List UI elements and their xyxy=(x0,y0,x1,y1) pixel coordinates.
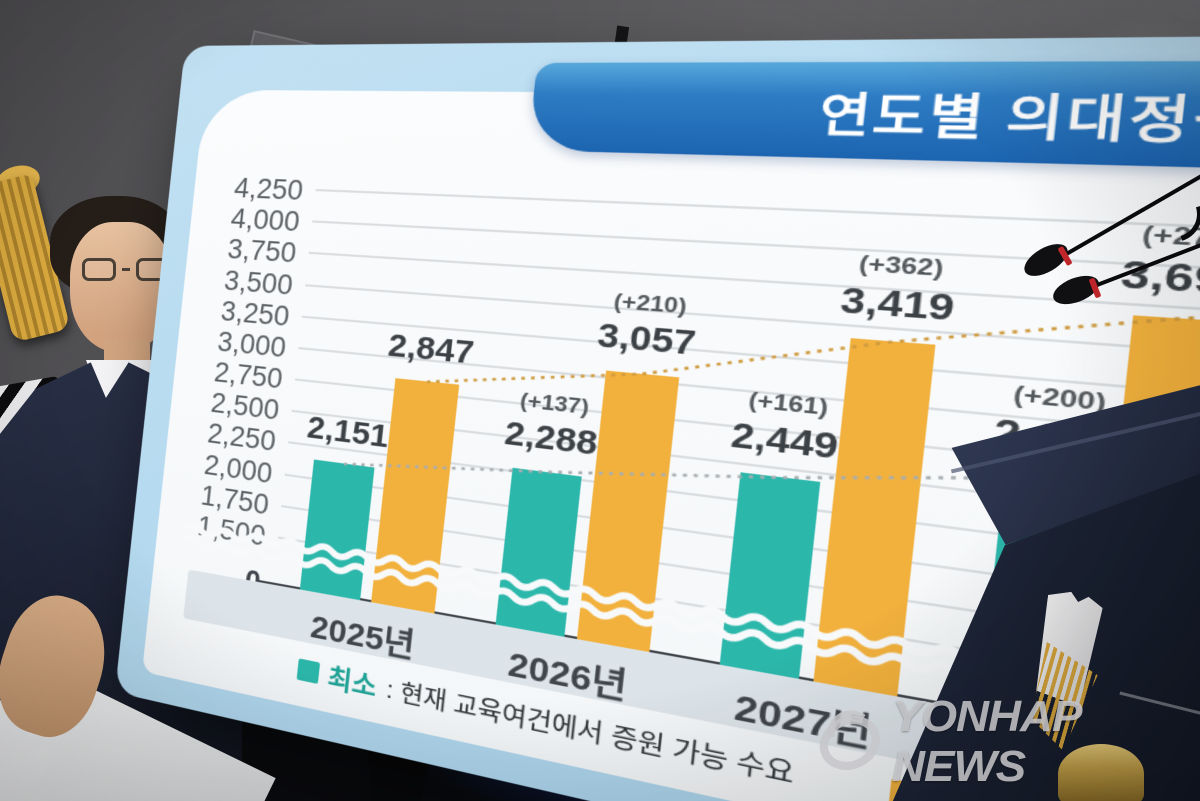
watermark-text: YONHAP NEWS xyxy=(891,692,1081,791)
flagpole-gold-base xyxy=(1058,744,1144,801)
glasses-icon xyxy=(82,258,170,281)
y-tick-label: 4,000 xyxy=(229,203,302,238)
legend-key: 최소 xyxy=(326,663,378,703)
legend-swatch xyxy=(296,657,320,684)
chart-title: 연도별 의대정원 증원 수요 xyxy=(816,89,1200,158)
y-tick-label: 4,250 xyxy=(232,172,305,207)
yonhap-logo-icon xyxy=(819,710,881,770)
watermark: YONHAP NEWS xyxy=(814,692,1200,791)
